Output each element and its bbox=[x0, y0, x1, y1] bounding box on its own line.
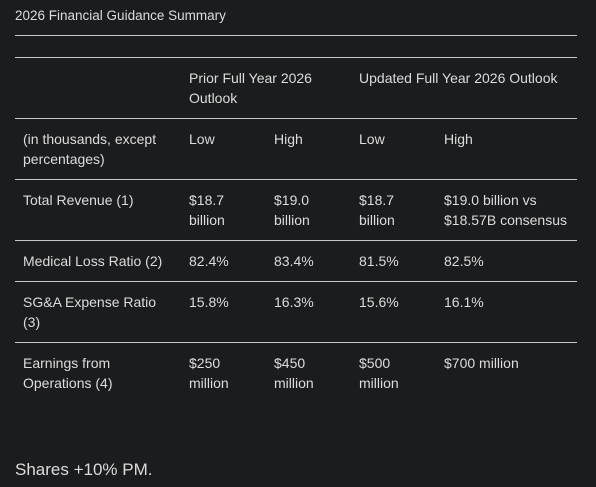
cell: High bbox=[436, 118, 578, 180]
cell: High bbox=[266, 118, 352, 180]
cell: $19.0 billion bbox=[266, 179, 352, 241]
cell: $450 million bbox=[266, 342, 352, 403]
data-row: Medical Loss Ratio (2) 82.4% 83.4% 81.5% 82.… bbox=[15, 240, 578, 282]
row-label: Earnings from Operations (4) bbox=[15, 342, 181, 403]
guidance-table: Prior Full Year 2026 Outlook Updated Ful… bbox=[15, 57, 578, 403]
group-header: Prior Full Year 2026 Outlook bbox=[189, 70, 312, 106]
cell: 83.4% bbox=[266, 240, 352, 282]
cell: $500 million bbox=[351, 342, 437, 403]
cell: 82.4% bbox=[181, 240, 266, 282]
data-row: Earnings from Operations (4) $250 million… bbox=[15, 342, 578, 403]
subheader-row: (in thousands, except percentages) Low Hig… bbox=[15, 118, 578, 180]
table-body: Prior Full Year 2026 Outlook Updated Ful… bbox=[15, 58, 578, 403]
cell: $18.7 billion bbox=[351, 179, 437, 241]
group-header: Updated Full Year 2026 Outlook bbox=[359, 70, 558, 86]
cell: 16.3% bbox=[266, 281, 352, 343]
empty-cell bbox=[15, 58, 181, 119]
cell: 16.1% bbox=[436, 281, 578, 343]
cell: Low bbox=[351, 118, 437, 180]
row-label: Medical Loss Ratio (2) bbox=[15, 240, 181, 282]
cell: 82.5% bbox=[436, 240, 578, 282]
cell: 15.8% bbox=[181, 281, 266, 343]
cell: $700 million bbox=[436, 342, 578, 403]
row-label: SG&A Expense Ratio (3) bbox=[15, 281, 181, 343]
title: 2026 Financial Guidance Summary bbox=[15, 8, 226, 23]
cell: $250 million bbox=[181, 342, 266, 403]
data-row: Total Revenue (1) $18.7 billion $19.0 bill… bbox=[15, 179, 578, 241]
row-label: (in thousands, except percentages) bbox=[15, 118, 181, 180]
footer-note: Shares +10% PM. bbox=[15, 460, 153, 479]
cell: 15.6% bbox=[351, 281, 437, 343]
divider bbox=[15, 35, 577, 36]
cell: $19.0 billion vs $18.57B consensus bbox=[436, 179, 578, 241]
cell: Low bbox=[181, 118, 266, 180]
cell: $18.7 billion bbox=[181, 179, 266, 241]
group-row: Prior Full Year 2026 Outlook Updated Ful… bbox=[15, 58, 577, 119]
cell: 81.5% bbox=[351, 240, 437, 282]
row-label: Total Revenue (1) bbox=[15, 179, 181, 241]
data-row: SG&A Expense Ratio (3) 15.8% 16.3% 15.6% 16.… bbox=[15, 281, 578, 343]
